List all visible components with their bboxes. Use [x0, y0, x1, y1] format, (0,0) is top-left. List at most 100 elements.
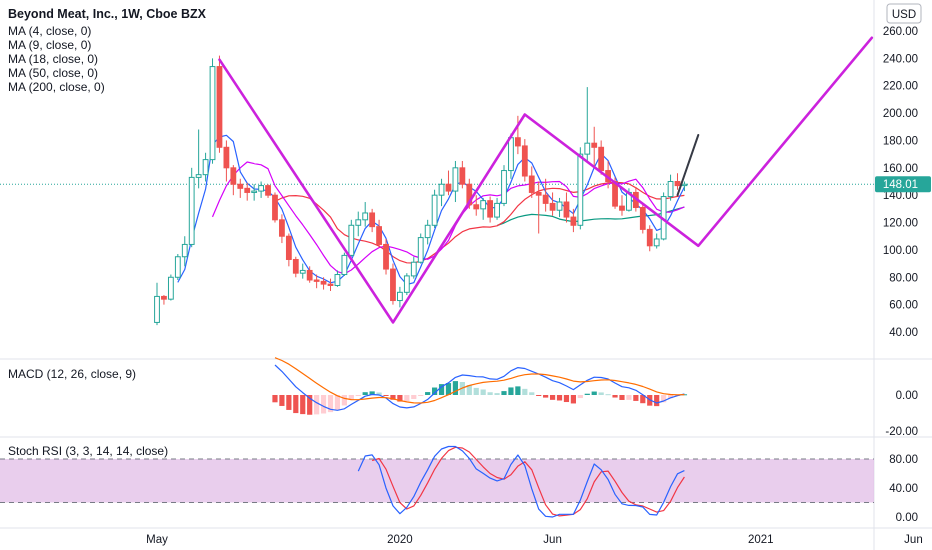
candle-up — [556, 201, 563, 211]
macd-histogram-bar — [334, 395, 341, 410]
macd-histogram-bar — [404, 395, 410, 401]
macd-histogram-bar — [445, 383, 452, 395]
macd-histogram-bar — [605, 394, 611, 396]
candle-down — [639, 206, 646, 230]
candle-up — [154, 295, 160, 323]
time-tick-label: Jun — [904, 534, 923, 546]
candle-down — [161, 295, 167, 300]
macd-histogram-bar — [612, 395, 618, 398]
price-tick-label: 100.00 — [883, 245, 918, 257]
macd-histogram-bar — [432, 387, 438, 395]
price-tick-label: 160.00 — [883, 163, 918, 175]
candle-down — [279, 219, 285, 237]
macd-histogram-bar — [341, 395, 347, 406]
candle-up — [397, 291, 403, 302]
macd-histogram-bar — [667, 395, 674, 399]
candle-up — [410, 261, 417, 277]
candle-down — [549, 202, 556, 211]
macd-histogram-bar — [369, 391, 375, 395]
macd-histogram-bar — [563, 395, 570, 403]
candle-up — [202, 159, 209, 176]
macd-histogram-bar — [327, 395, 334, 413]
macd-histogram-bar — [591, 391, 597, 395]
candle-up — [258, 185, 265, 192]
candle-up — [167, 276, 174, 300]
macd-histogram-bar — [376, 392, 382, 395]
macd-histogram-bar — [577, 395, 583, 399]
macd-histogram-bar — [272, 395, 278, 403]
candle-down — [646, 228, 653, 247]
candle-down — [265, 185, 271, 196]
candle-down — [563, 201, 570, 218]
candle-down — [570, 216, 577, 226]
candle-down — [320, 280, 327, 285]
macd-histogram-bar — [466, 385, 472, 395]
macd-histogram-bar — [584, 393, 590, 395]
candle-down — [473, 204, 480, 210]
macd-histogram-bar — [425, 392, 431, 395]
candle-down — [390, 268, 396, 302]
candle-down — [230, 167, 237, 185]
price-tick-label: 120.00 — [883, 218, 918, 230]
candle-down — [466, 183, 473, 206]
macd-histogram-bar — [390, 395, 396, 400]
macd-histogram-bar — [300, 395, 306, 415]
time-tick-label: Jun — [543, 534, 562, 546]
macd-histogram-bar — [549, 395, 556, 400]
currency-badge — [886, 3, 922, 24]
candle-down — [598, 146, 605, 172]
candle-down — [237, 183, 244, 189]
candle-up — [174, 256, 181, 278]
indicator-ma4: MA (4, close, 0) — [8, 24, 91, 38]
macd-histogram-bar — [681, 394, 688, 396]
candle-up — [209, 66, 216, 161]
stoch-tick-label: 0.00 — [896, 512, 918, 524]
candle-up — [403, 275, 410, 293]
candle-up — [355, 219, 362, 226]
candle-up — [341, 254, 348, 276]
macd-histogram-bar — [355, 395, 361, 396]
candle-up — [424, 224, 431, 239]
projection-trendline — [676, 134, 700, 197]
macd-histogram-bar — [452, 381, 459, 395]
macd-histogram-bar — [633, 395, 639, 401]
macd-histogram-bar — [570, 395, 576, 404]
candle-down — [376, 226, 382, 245]
macd-histogram-bar — [543, 395, 549, 398]
stoch-rsi-title: Stoch RSI (3, 3, 14, 14, close) — [8, 444, 168, 458]
candle-down — [535, 191, 542, 196]
stoch-tick-label: 80.00 — [889, 454, 918, 466]
macd-histogram-bar — [362, 392, 368, 395]
macd-histogram-bar — [654, 395, 660, 407]
candle-up — [501, 170, 507, 204]
macd-histogram-bar — [397, 395, 403, 402]
candle-up — [188, 176, 195, 245]
macd-histogram-bar — [293, 395, 299, 414]
candle-down — [487, 200, 494, 218]
indicator-ma200: MA (200, close, 0) — [8, 80, 105, 94]
last-price-badge — [875, 176, 931, 193]
price-tick-label: 80.00 — [889, 272, 918, 284]
macd-histogram-bar — [522, 388, 528, 395]
macd-histogram-bar — [383, 395, 389, 396]
candle-up — [681, 183, 688, 187]
candle-up — [494, 202, 500, 218]
indicator-ma50: MA (50, close, 0) — [8, 66, 98, 80]
macd-histogram-bar — [473, 387, 479, 395]
candle-up — [653, 238, 660, 247]
time-tick-label: 2020 — [387, 534, 413, 546]
macd-histogram-bar — [320, 395, 327, 414]
macd-histogram-bar — [418, 395, 424, 396]
candle-down — [292, 258, 299, 274]
candle-down — [591, 142, 598, 148]
price-tick-label: 180.00 — [883, 135, 918, 147]
macd-histogram-bar — [487, 392, 493, 395]
candle-up — [299, 269, 306, 274]
macd-histogram-bar — [619, 395, 625, 400]
macd-histogram-bar — [626, 395, 632, 400]
candle-up — [251, 190, 258, 193]
candle-up — [480, 200, 487, 210]
last-price-label: 148.01 — [883, 179, 918, 191]
